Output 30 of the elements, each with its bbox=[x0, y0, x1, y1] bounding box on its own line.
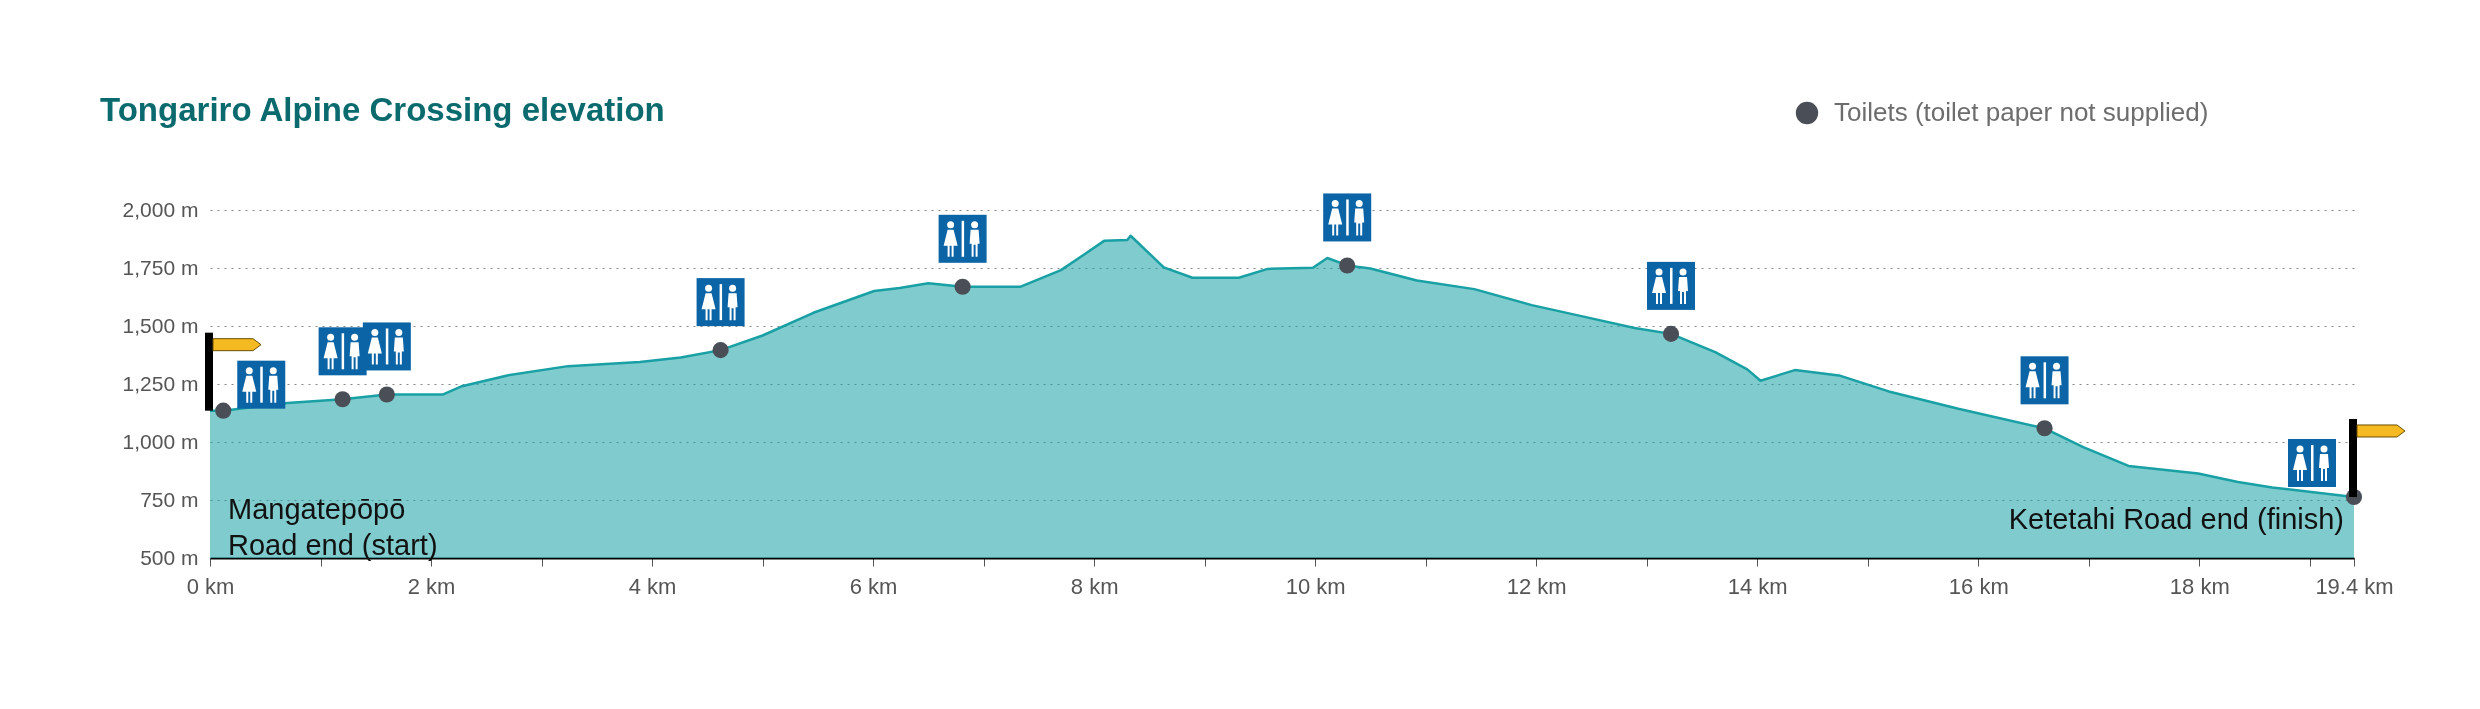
x-tick-label: 16 km bbox=[1948, 573, 2009, 599]
y-tick-label: 1,250 m bbox=[122, 371, 199, 395]
x-tick-label: 8 km bbox=[1070, 573, 1119, 599]
x-tick-label: 19.4 km bbox=[2315, 573, 2394, 599]
x-tick-label: 10 km bbox=[1285, 573, 1346, 599]
y-tick-label: 1,000 m bbox=[122, 429, 199, 453]
y-tick-label: 1,750 m bbox=[122, 255, 199, 279]
x-tick-label: 4 km bbox=[628, 573, 677, 599]
point bbox=[1662, 325, 1680, 342]
x-tick-label: 6 km bbox=[849, 573, 898, 599]
annotation: Mangatepōpō Road end (start) bbox=[228, 493, 438, 561]
x-tick-label: 14 km bbox=[1727, 573, 1788, 599]
y-tick-label: 500 m bbox=[140, 545, 199, 569]
chart-title: Tongariro Alpine Crossing elevation bbox=[100, 91, 665, 128]
point bbox=[215, 402, 232, 419]
point bbox=[712, 342, 729, 359]
y-tick-label: 750 m bbox=[140, 487, 199, 511]
x-tick-label: 12 km bbox=[1506, 573, 1567, 599]
legend-label: Toilets (toilet paper not supplied) bbox=[1834, 97, 2209, 127]
point bbox=[1339, 257, 1356, 274]
point bbox=[954, 278, 971, 295]
y-tick-label: 2,000 m bbox=[122, 197, 199, 221]
x-tick-label: 0 km bbox=[186, 573, 235, 599]
point bbox=[2036, 420, 2053, 437]
x-tick-label: 2 km bbox=[407, 573, 456, 599]
point bbox=[334, 391, 351, 408]
annotation: Ketetahi Road end (finish) bbox=[2008, 503, 2344, 535]
x-tick-label: 18 km bbox=[2169, 573, 2230, 599]
point bbox=[378, 386, 395, 403]
y-tick-label: 1,500 m bbox=[122, 313, 199, 337]
